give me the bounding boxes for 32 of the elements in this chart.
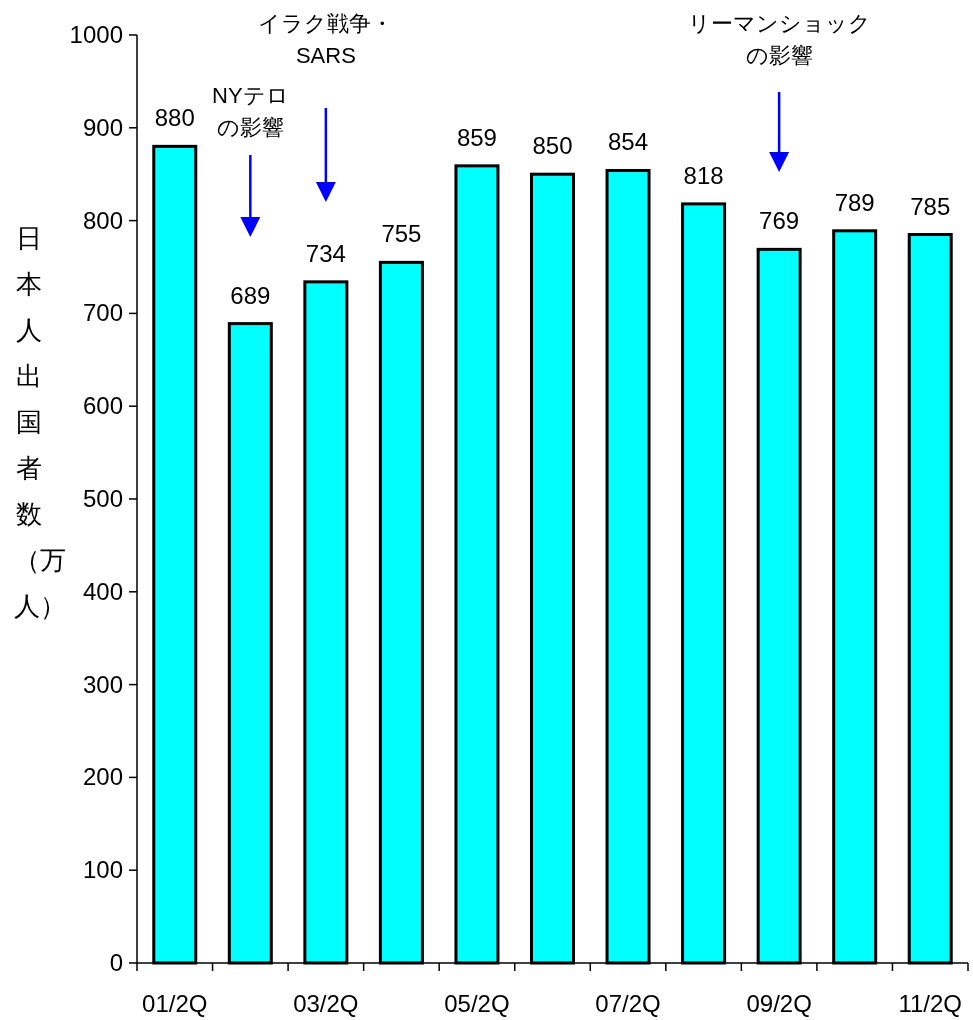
data-label: 689: [230, 281, 271, 309]
data-label: 859: [456, 123, 497, 151]
data-label: 818: [683, 161, 724, 189]
y-tick-label: 400: [82, 577, 123, 605]
y-tick-label: 800: [82, 206, 123, 234]
data-label: 880: [154, 104, 195, 132]
x-tick-label: 11/2Q: [898, 990, 963, 1017]
data-label: 755: [381, 220, 422, 248]
annotation: リーマンショックの影響: [686, 10, 872, 70]
y-tick-label: 600: [82, 392, 123, 420]
data-label: 850: [532, 132, 573, 160]
y-tick-label: 100: [82, 856, 123, 884]
y-tick-label: 300: [82, 670, 123, 698]
x-tick-label: 09/2Q: [746, 990, 812, 1017]
y-tick-label: 700: [82, 299, 123, 327]
x-tick-label: 07/2Q: [595, 990, 661, 1017]
annotation: NYテロの影響: [211, 82, 290, 142]
data-label: 734: [305, 239, 346, 267]
y-tick-label: 200: [82, 763, 123, 791]
data-label: 854: [608, 128, 649, 156]
y-tick-label: 900: [82, 113, 123, 141]
y-tick-label: 500: [82, 485, 123, 512]
x-tick-label: 03/2Q: [293, 990, 359, 1017]
text: 日本人出国者数（万人）: [14, 223, 66, 621]
x-tick-label: 01/2Q: [142, 990, 208, 1017]
data-label: 785: [910, 192, 951, 220]
data-label: 769: [759, 207, 800, 235]
data-label: 789: [834, 188, 875, 216]
annotation: イラク戦争・SARS: [257, 10, 395, 70]
y-tick-label: 1000: [69, 21, 123, 48]
y-tick-label: 0: [109, 949, 123, 976]
x-tick-label: 05/2Q: [444, 990, 510, 1017]
